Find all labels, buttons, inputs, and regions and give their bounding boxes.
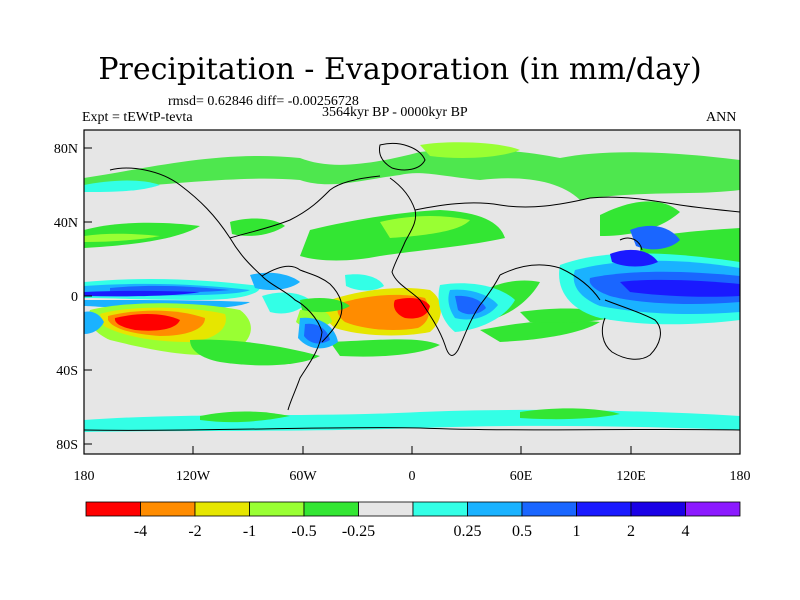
season-label: ANN [706,110,737,125]
colorbar-swatch [85,501,141,517]
lat-tick-0: 0 [71,290,78,305]
lon-tick-120w: 120W [176,469,211,484]
colorbar-swatch [249,501,305,517]
lon-tick-120e: 120E [616,469,646,484]
colorbar-label: 2 [627,523,635,540]
lat-tick-80s: 80S [56,438,78,453]
pe-field [84,130,740,454]
lon-tick-0: 0 [409,469,416,484]
colorbar-label: -2 [188,523,201,540]
colorbar-swatch [576,501,632,517]
map-title: Precipitation - Evaporation (in mm/day) [98,52,702,87]
colorbar-swatch [140,501,196,517]
colorbar-label: -0.25 [342,523,375,540]
period-label: 3564kyr BP - 0000kyr BP [322,105,468,120]
colorbar-label: -0.5 [291,523,316,540]
coastlines [84,143,740,431]
lon-axis: 180 120W 60W 0 60E 120E 180 [74,446,751,484]
experiment-label: Expt = tEWtP-tevta [82,110,193,125]
colorbar-label: -1 [243,523,256,540]
colorbar-swatch [521,501,577,517]
lon-tick-180w: 180 [74,469,95,484]
stats-line: rmsd= 0.62846 diff= -0.00256728 [168,94,359,109]
lat-axis: 80N 40N 0 40S 80S [54,142,92,453]
colorbar-swatch [412,501,468,517]
colorbar-label: -4 [134,523,147,540]
colorbar-label: 4 [682,523,690,540]
lat-tick-40s: 40S [56,364,78,379]
lat-tick-80n: 80N [54,142,78,157]
colorbar-label: 0.25 [454,523,482,540]
colorbar-swatch [358,501,414,517]
lon-tick-60w: 60W [289,469,317,484]
colorbar-label: 1 [573,523,581,540]
colorbar-label: 0.5 [512,523,532,540]
colorbar: -4 -2 -1 -0.5 -0.25 0.25 0.5 1 2 4 [85,501,741,540]
colorbar-swatch [467,501,523,517]
colorbar-swatch [630,501,686,517]
lat-tick-40n: 40N [54,216,78,231]
colorbar-swatch [303,501,359,517]
colorbar-swatch [194,501,250,517]
colorbar-swatch [685,501,741,517]
lon-tick-180e: 180 [730,469,751,484]
lon-tick-60e: 60E [510,469,533,484]
